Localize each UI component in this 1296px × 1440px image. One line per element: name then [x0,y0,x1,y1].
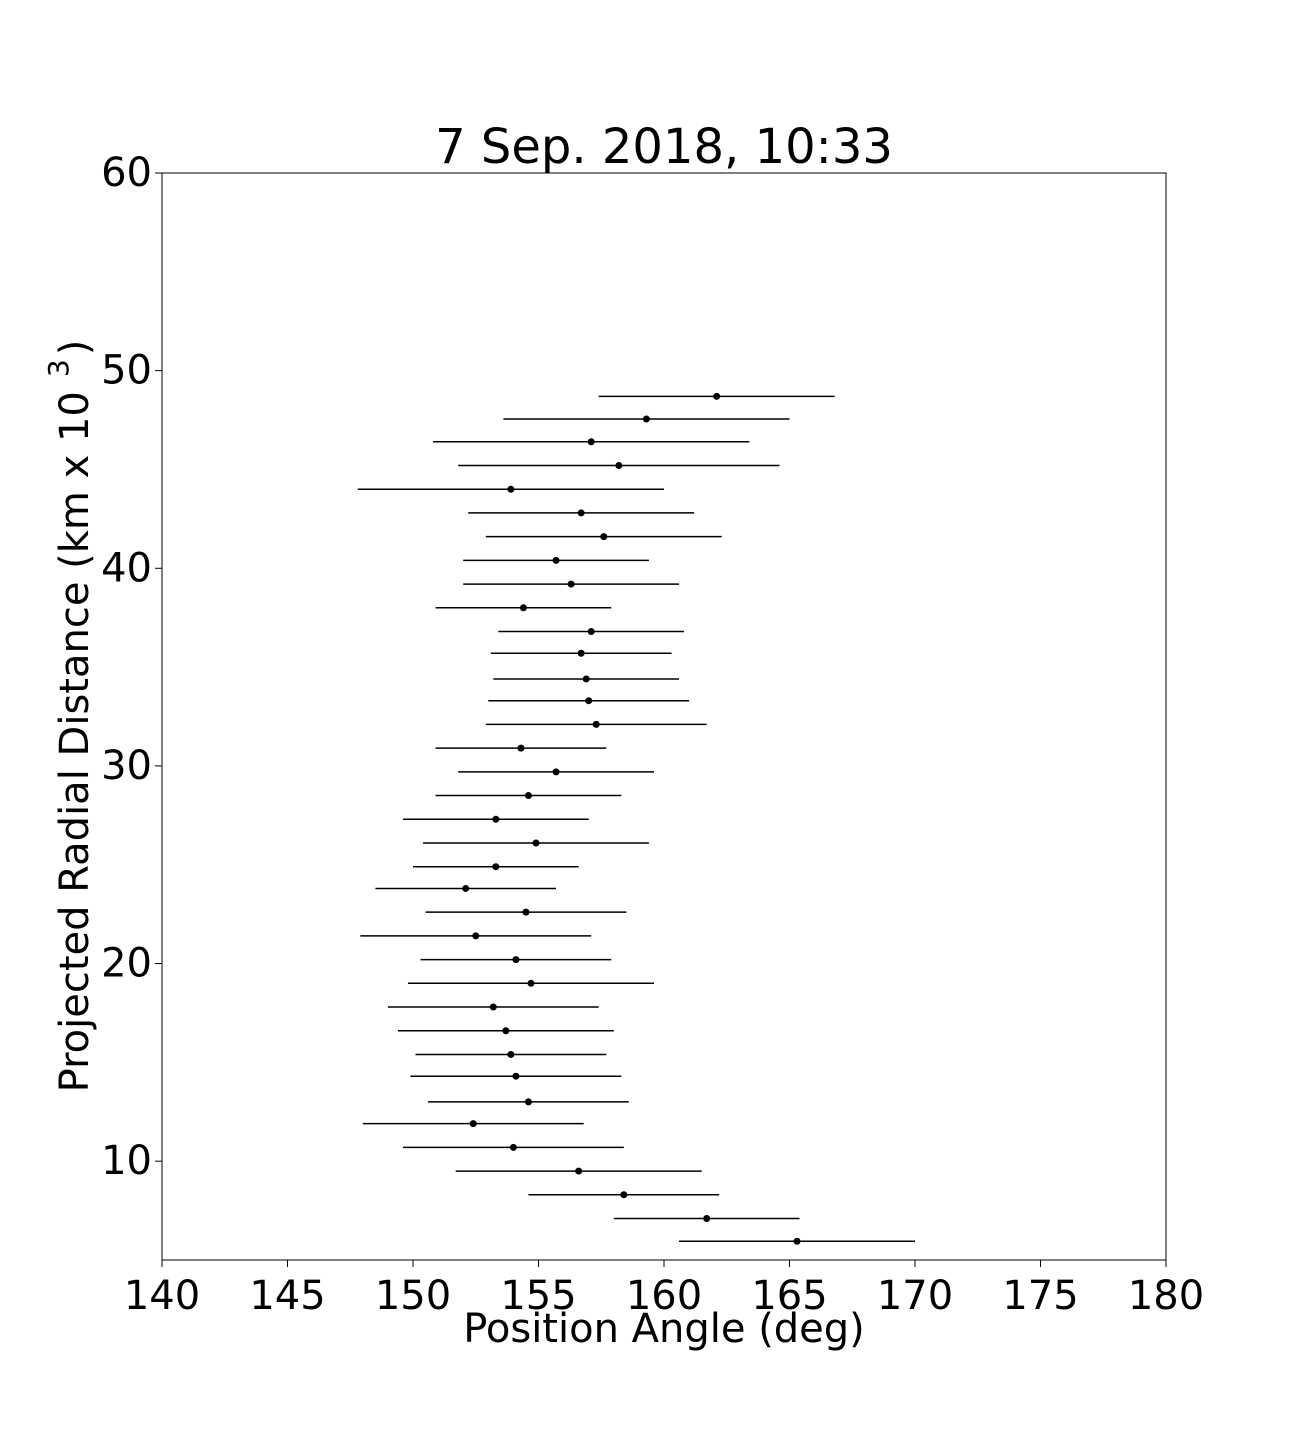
data-point [524,1098,532,1106]
x-tick-label: 180 [1128,1273,1204,1319]
data-point [492,863,500,871]
data-point [524,792,532,800]
data-point [512,1072,520,1080]
data-point [703,1214,711,1222]
data-point [492,815,500,823]
x-tick-label: 160 [626,1273,702,1319]
y-tick-label: 60 [101,150,152,196]
data-point [575,1167,583,1175]
y-axis-label: Projected Radial Distance (km x 10 3) [42,340,98,1093]
x-tick-label: 170 [877,1273,953,1319]
data-point [462,884,470,892]
data-point [615,462,623,470]
data-point [502,1027,510,1035]
data-point [469,1120,477,1128]
y-tick-label: 10 [101,1138,152,1184]
data-point [552,768,560,776]
data-point [517,744,525,752]
chart-title: 7 Sep. 2018, 10:33 [435,119,893,175]
data-point [793,1237,801,1245]
y-tick-label: 50 [101,348,152,394]
y-tick-label: 40 [101,545,152,591]
x-tick-label: 145 [249,1273,325,1319]
x-tick-label: 165 [751,1273,827,1319]
y-tick-label: 20 [101,941,152,987]
data-point [509,1143,517,1151]
data-point [567,580,575,588]
data-point [519,604,527,612]
data-point [507,485,515,493]
x-tick-label: 140 [124,1273,200,1319]
data-point [507,1050,515,1058]
x-axis-label: Position Angle (deg) [463,1306,865,1352]
x-tick-label: 155 [500,1273,576,1319]
data-point [600,533,608,541]
x-tick-label: 150 [375,1273,451,1319]
data-point [577,509,585,517]
data-point [577,649,585,657]
y-axis-label-superscript: 3 [42,359,75,377]
data-point [527,979,535,987]
y-axis-label-close: ) [52,340,98,356]
data-point [592,720,600,728]
y-axis-label-main: Projected Radial Distance (km x 10 [52,391,98,1092]
data-point [620,1191,628,1199]
data-point [522,908,530,916]
data-point [532,839,540,847]
data-point [489,1003,497,1011]
data-point [472,932,480,940]
data-point [587,438,595,446]
data-point [642,415,650,423]
data-point [713,392,721,400]
data-point [512,956,520,964]
data-point [552,556,560,564]
data-point [587,628,595,636]
data-point [582,675,590,683]
data-point [585,697,593,705]
y-tick-label: 30 [101,743,152,789]
x-tick-label: 175 [1002,1273,1078,1319]
